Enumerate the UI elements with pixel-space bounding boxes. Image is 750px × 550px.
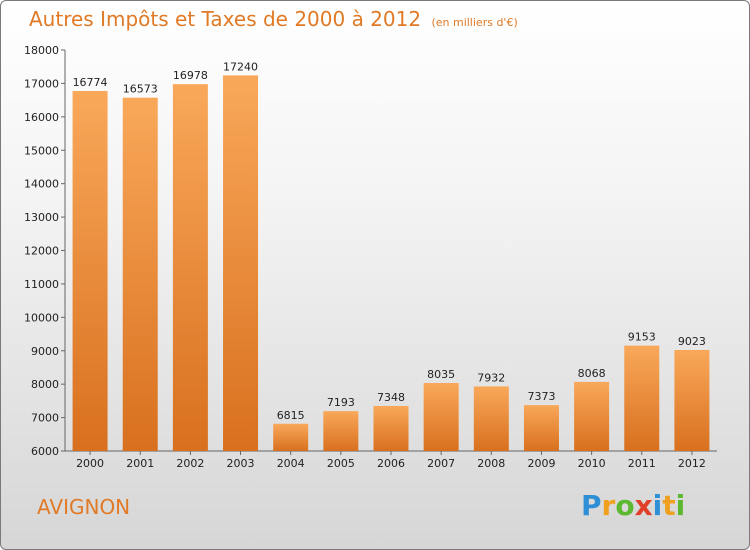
data-label-2000: 16774 — [73, 76, 108, 89]
x-tick-label: 2010 — [578, 457, 606, 470]
logo-letter: t — [662, 489, 676, 522]
bar-2010 — [574, 381, 610, 451]
x-tick-label: 2003 — [227, 457, 255, 470]
chart-title-text: Autres Impôts et Taxes de 2000 à 2012 — [29, 7, 422, 31]
bar-2002 — [172, 84, 208, 452]
logo-letter: i — [652, 489, 663, 522]
data-label-2003: 17240 — [223, 60, 258, 73]
data-label-2004: 6815 — [277, 409, 305, 422]
y-tick-label: 16000 — [24, 111, 59, 124]
chart-bars: 16774 16573 16978 17240 6815 7193 7348 8035 7932… — [72, 60, 710, 452]
bar-2012 — [674, 349, 710, 451]
city-label: AVIGNON — [37, 495, 131, 519]
bar-2003 — [223, 75, 259, 451]
data-label-2002: 16978 — [173, 69, 208, 82]
chart-axes: 6000 7000 8000 9000 10000 11000 12000 13000 1400… — [24, 44, 717, 470]
bar-2005 — [323, 411, 359, 451]
bar-2009 — [523, 405, 559, 451]
y-tick-label: 6000 — [31, 445, 59, 458]
y-tick-label: 17000 — [24, 77, 59, 90]
y-tick-label: 14000 — [24, 178, 59, 191]
logo-letter: o — [615, 489, 635, 522]
x-tick-label: 2000 — [76, 457, 104, 470]
chart-unit-note: (en milliers d'€) — [431, 16, 518, 29]
x-tick-label: 2008 — [477, 457, 505, 470]
x-tick-label: 2004 — [277, 457, 305, 470]
y-tick-label: 7000 — [31, 412, 59, 425]
logo-letter: i — [675, 489, 686, 522]
data-label-2010: 8068 — [578, 367, 606, 380]
logo-letter: x — [634, 489, 653, 522]
chart-title: Autres Impôts et Taxes de 2000 à 2012 (e… — [29, 7, 518, 31]
logo-letter: P — [581, 489, 602, 522]
bar-2004 — [273, 423, 309, 451]
y-tick-label: 8000 — [31, 378, 59, 391]
data-label-2007: 8035 — [427, 368, 455, 381]
x-tick-label: 2005 — [327, 457, 355, 470]
y-tick-label: 13000 — [24, 211, 59, 224]
x-tick-label: 2011 — [628, 457, 656, 470]
data-label-2009: 7373 — [527, 390, 555, 403]
proxiti-logo: Proxiti — [581, 489, 685, 522]
data-label-2006: 7348 — [377, 391, 405, 404]
data-label-2005: 7193 — [327, 396, 355, 409]
y-tick-label: 9000 — [31, 345, 59, 358]
data-label-2012: 9023 — [678, 335, 706, 348]
x-tick-label: 2002 — [176, 457, 204, 470]
x-tick-label: 2009 — [527, 457, 555, 470]
x-tick-label: 2006 — [377, 457, 405, 470]
x-tick-label: 2012 — [678, 457, 706, 470]
bar-2008 — [473, 386, 509, 451]
bar-2006 — [373, 405, 409, 451]
x-tick-label: 2007 — [427, 457, 455, 470]
logo-letter: r — [601, 489, 616, 522]
y-tick-label: 12000 — [24, 245, 59, 258]
bar-2007 — [423, 382, 459, 451]
bar-2011 — [624, 345, 660, 451]
y-tick-label: 15000 — [24, 144, 59, 157]
bar-2001 — [122, 97, 158, 452]
bar-2000 — [72, 90, 108, 451]
y-tick-label: 10000 — [24, 311, 59, 324]
y-tick-label: 11000 — [24, 278, 59, 291]
data-label-2001: 16573 — [123, 83, 158, 96]
x-tick-label: 2001 — [126, 457, 154, 470]
data-label-2011: 9153 — [628, 331, 656, 344]
y-tick-label: 18000 — [24, 44, 59, 57]
data-label-2008: 7932 — [477, 371, 505, 384]
